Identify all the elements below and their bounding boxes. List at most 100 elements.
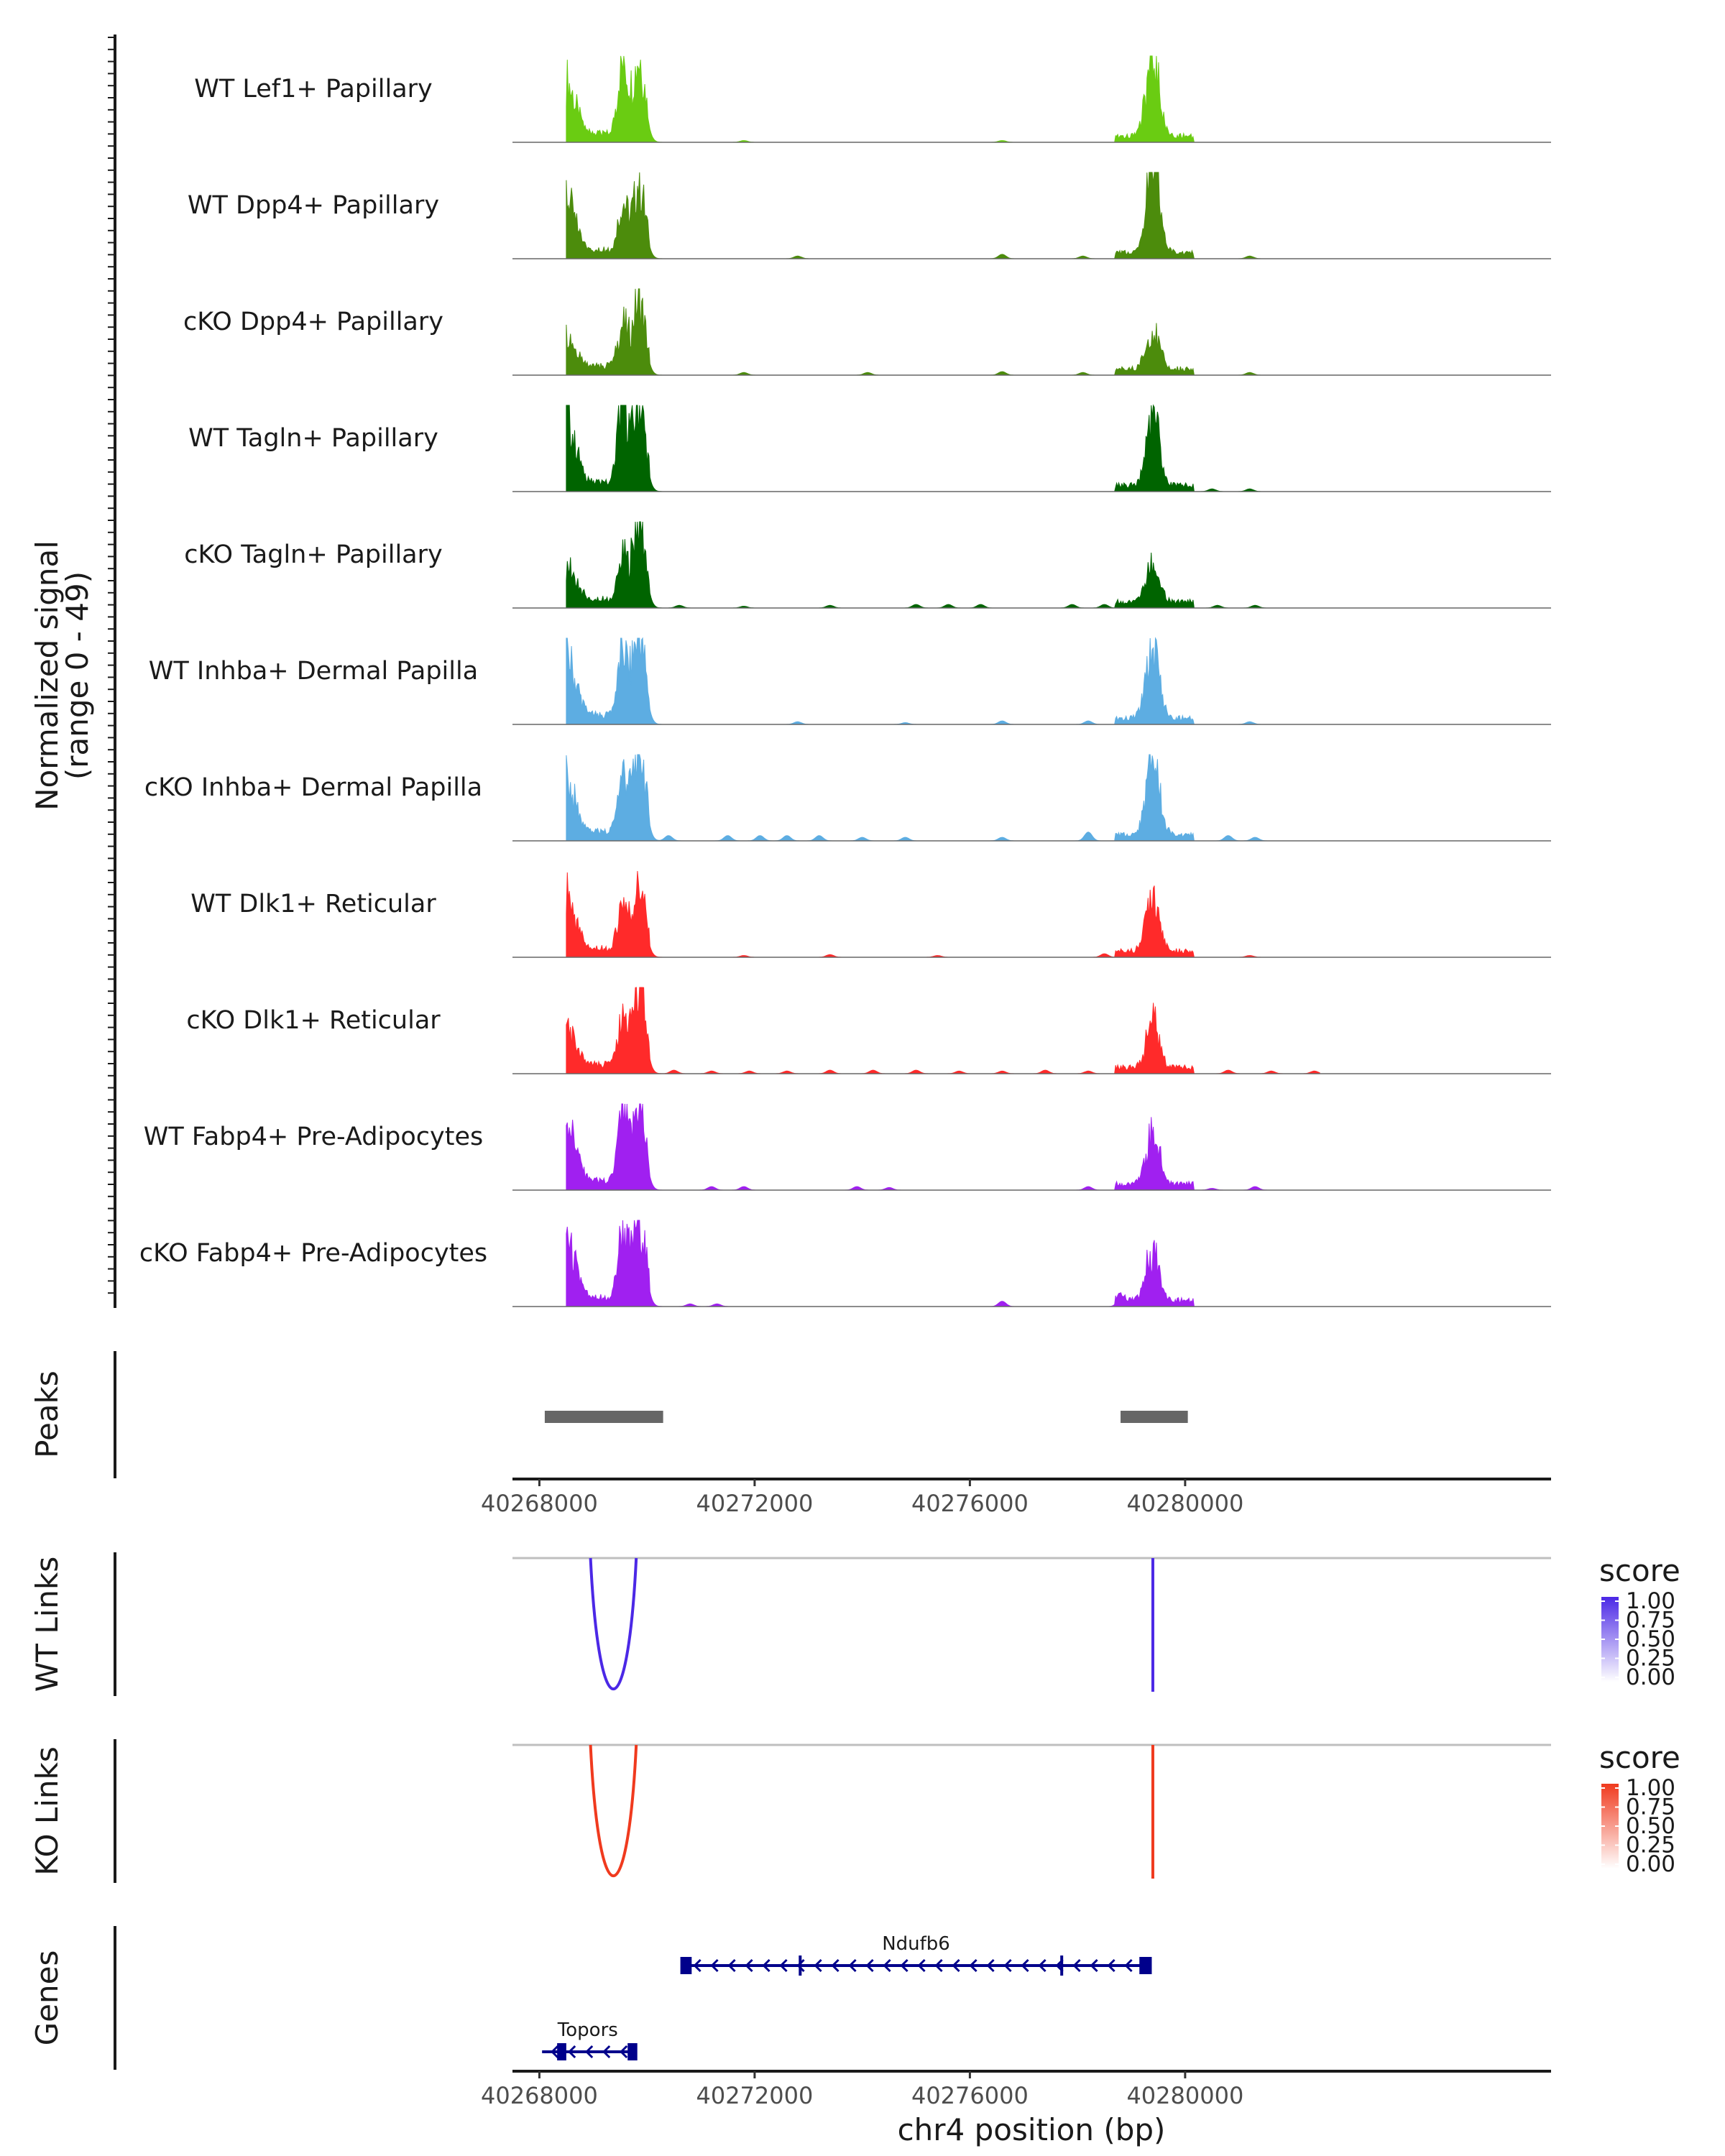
gene-exon [799,1955,802,1976]
legend-tick-label: 0.50 [1626,1626,1675,1652]
peak-region-bar [544,1411,663,1423]
gene-exon [1139,1957,1152,1974]
coverage-area [566,404,1320,492]
strand-arrow [1021,1958,1029,1973]
coverage-ylabel-line2: (range 0 - 49) [60,571,95,780]
genes-panel: Genes Ndufb6 Topors 40268000 40272000 40276… [29,1926,1551,2147]
coverage-area [566,1103,1320,1191]
strand-arrow [551,2045,559,2059]
coverage-track: cKO Inhba+ Dermal Papilla [144,754,1551,842]
gene-exon [627,2043,638,2060]
strand-arrow [900,1958,908,1973]
x-tick-label: 40276000 [911,1490,1029,1517]
legend-tick-label: 1.00 [1626,1588,1675,1614]
strand-arrow [585,2045,594,2059]
x-axis-title: chr4 position (bp) [898,2112,1166,2147]
strand-arrow [1124,1958,1133,1973]
legend-tick-label: 0.25 [1626,1646,1675,1672]
gene-exon [1060,1955,1064,1976]
track-label: cKO Tagln+ Papillary [184,540,443,569]
legend-tick-label: 0.00 [1626,1664,1675,1690]
strand-arrow [727,1958,736,1973]
coverage-area [566,987,1320,1074]
peak-regions [544,1411,1188,1423]
strand-arrow [1038,1958,1046,1973]
strand-arrow [710,1958,719,1973]
strand-arrow [952,1958,960,1973]
track-label: cKO Dpp4+ Papillary [183,308,443,336]
strand-arrow [831,1958,840,1973]
gene-model: Topors [542,2019,638,2060]
strand-arrow [969,1958,978,1973]
legend-tick-label: 0.75 [1626,1795,1675,1820]
strand-arrow [1003,1958,1012,1973]
coverage-track: WT Fabp4+ Pre-Adipocytes [144,1103,1551,1191]
x-tick-label: 40268000 [481,1490,598,1517]
gene-exon [557,2043,566,2060]
track-label: WT Dpp4+ Papillary [188,191,439,220]
coverage-y-ticks [108,37,115,1294]
peaks-panel: Peaks 40268000 40272000 40276000 40280000 [29,1351,1551,1517]
peak-region-bar [1121,1411,1188,1423]
coverage-panel: Normalized signal (range 0 - 49) WT Lef1… [29,34,1551,1308]
wt-links-label: WT Links [29,1557,65,1692]
strand-arrow [693,1958,702,1973]
coverage-tracks: WT Lef1+ Papillary WT Dpp4+ Papillary cKO … [139,55,1551,1307]
x-tick-label: 40268000 [481,2082,598,2109]
track-label: WT Lef1+ Papillary [194,75,433,103]
coverage-area [566,55,1320,143]
coverage-area [566,1220,1320,1307]
coverage-area [566,754,1320,842]
strand-arrow [848,1958,857,1973]
peaks-label: Peaks [29,1370,65,1458]
strand-arrow [917,1958,926,1973]
strand-arrow [986,1958,995,1973]
coverage-track: cKO Dpp4+ Papillary [183,288,1551,376]
x-tick-label: 40272000 [696,2082,813,2109]
strand-arrow [814,1958,822,1973]
coverage-track: WT Inhba+ Dermal Papilla [149,637,1551,725]
link-arc [589,1557,638,1690]
coverage-track: WT Lef1+ Papillary [194,55,1551,143]
gene-exon [680,1957,692,1974]
coverage-area [566,870,1320,958]
coverage-track: WT Tagln+ Papillary [188,404,1551,492]
x-tick-label: 40280000 [1126,2082,1243,2109]
x-axis-bottom: 40268000 40272000 40276000 40280000 [481,2071,1243,2109]
legend-title: score [1599,1553,1680,1588]
strand-arrow [796,1958,805,1973]
x-tick-label: 40276000 [911,2082,1029,2109]
track-label: cKO Inhba+ Dermal Papilla [144,773,482,802]
strand-arrow [779,1958,788,1973]
gene-name-label: Ndufb6 [882,1933,950,1955]
wt-links-arcs [512,1557,1551,1692]
gene-model: Ndufb6 [680,1933,1152,1976]
coverage-ylabel-line1: Normalized signal [29,540,65,811]
track-label: WT Tagln+ Papillary [188,424,438,453]
strand-arrow [762,1958,770,1973]
strand-arrow [602,2045,611,2059]
coverage-track: cKO Tagln+ Papillary [184,521,1551,609]
link-arc [589,1744,638,1877]
strand-arrow [1090,1958,1098,1973]
x-tick-label: 40280000 [1126,1490,1243,1517]
track-label: WT Dlk1+ Reticular [190,890,436,918]
legend-tick-label: 0.00 [1626,1851,1675,1877]
legend-tick-label: 0.50 [1626,1813,1675,1839]
coverage-area [566,521,1320,609]
coverage-area [566,288,1320,376]
track-label: cKO Dlk1+ Reticular [186,1006,441,1035]
gene-models: Ndufb6 Topors [542,1933,1152,2060]
track-label: WT Inhba+ Dermal Papilla [149,657,478,686]
coverage-track: cKO Fabp4+ Pre-Adipocytes [139,1220,1551,1307]
ko-links-arcs [512,1743,1551,1879]
coverage-area [566,172,1320,259]
x-tick-label: 40272000 [696,1490,813,1517]
track-label: cKO Fabp4+ Pre-Adipocytes [139,1239,487,1268]
coverage-track: WT Dpp4+ Papillary [188,172,1551,259]
